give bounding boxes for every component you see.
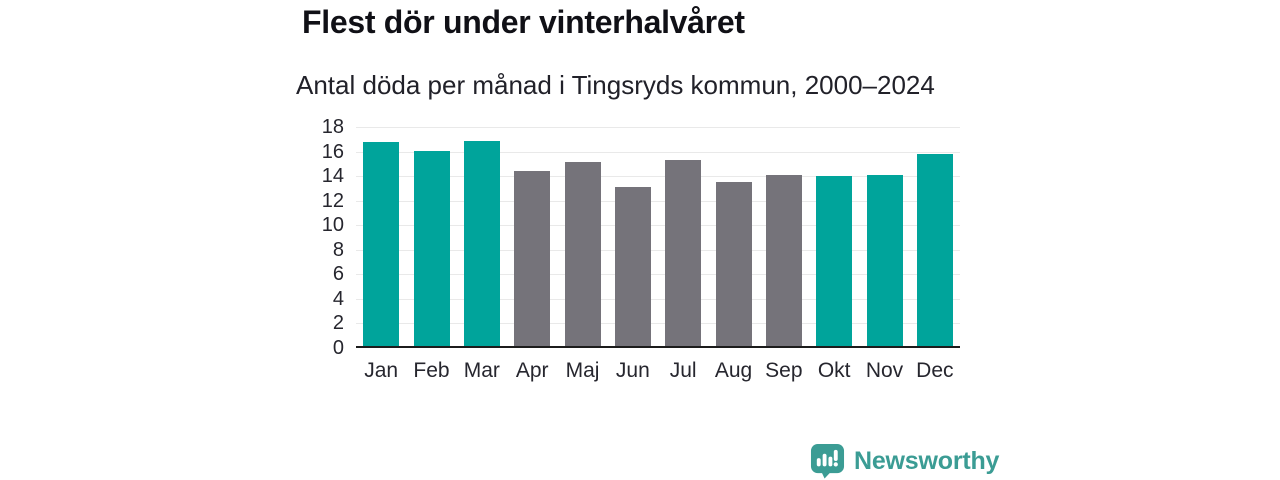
gridline bbox=[356, 151, 960, 153]
chart-title: Flest dör under vinterhalvåret bbox=[302, 4, 745, 40]
gridline bbox=[356, 298, 960, 300]
x-axis-line bbox=[356, 346, 960, 348]
x-tick-label: Jun bbox=[615, 359, 650, 382]
gridline bbox=[356, 200, 960, 202]
gridline bbox=[356, 176, 960, 178]
y-tick-label: 14 bbox=[321, 165, 344, 188]
bar-jan bbox=[363, 141, 400, 347]
x-tick-label: Dec bbox=[916, 359, 954, 382]
y-tick-label: 0 bbox=[332, 337, 344, 359]
y-tick-label: 18 bbox=[321, 116, 344, 138]
bar-maj bbox=[564, 161, 601, 347]
x-tick-label: Mar bbox=[463, 359, 500, 382]
bar-sep bbox=[765, 175, 802, 347]
newsworthy-logo: Newsworthy bbox=[810, 443, 999, 479]
gridline bbox=[356, 323, 960, 325]
x-tick-label: Apr bbox=[515, 359, 549, 382]
x-axis-labels: Jan Feb Mar Apr Maj Jun Jul Aug Sep Okt Nov Dec bbox=[356, 359, 960, 385]
bar-mar bbox=[463, 140, 500, 347]
x-tick-label: Jul bbox=[669, 359, 697, 382]
x-tick-label: Feb bbox=[413, 359, 450, 382]
bar-feb bbox=[413, 150, 450, 347]
plot-area bbox=[356, 127, 960, 348]
x-tick-label: Jan bbox=[364, 359, 399, 382]
y-tick-label: 12 bbox=[321, 189, 344, 212]
y-axis-labels: 0 2 4 6 8 10 12 14 16 18 bbox=[296, 116, 344, 359]
y-tick-label: 10 bbox=[321, 214, 344, 237]
y-tick-label: 2 bbox=[332, 312, 344, 335]
y-tick-label: 16 bbox=[321, 140, 344, 163]
gridline bbox=[356, 127, 960, 128]
bar-aug bbox=[715, 182, 752, 347]
x-tick-label: Nov bbox=[865, 359, 904, 382]
y-tick-label: 6 bbox=[332, 263, 344, 286]
gridline bbox=[356, 249, 960, 251]
bar-nov bbox=[866, 175, 903, 347]
bar-jun bbox=[614, 187, 651, 347]
newsworthy-logo-text: Newsworthy bbox=[854, 446, 1000, 475]
x-tick-label: Okt bbox=[817, 359, 851, 382]
bar-apr bbox=[514, 171, 551, 347]
gridline bbox=[356, 225, 960, 227]
bar-dec bbox=[916, 154, 953, 347]
x-tick-label: Sep bbox=[765, 359, 803, 382]
x-tick-label: Maj bbox=[565, 359, 600, 382]
y-tick-label: 4 bbox=[332, 287, 344, 310]
y-tick-label: 8 bbox=[332, 238, 344, 261]
chart-subtitle: Antal döda per månad i Tingsryds kommun,… bbox=[296, 70, 935, 100]
newsworthy-bar-chart-bubble-icon bbox=[810, 443, 845, 479]
bar-jul bbox=[665, 160, 702, 347]
bar-okt bbox=[816, 176, 853, 347]
gridline bbox=[356, 274, 960, 276]
x-tick-label: Aug bbox=[714, 359, 753, 382]
